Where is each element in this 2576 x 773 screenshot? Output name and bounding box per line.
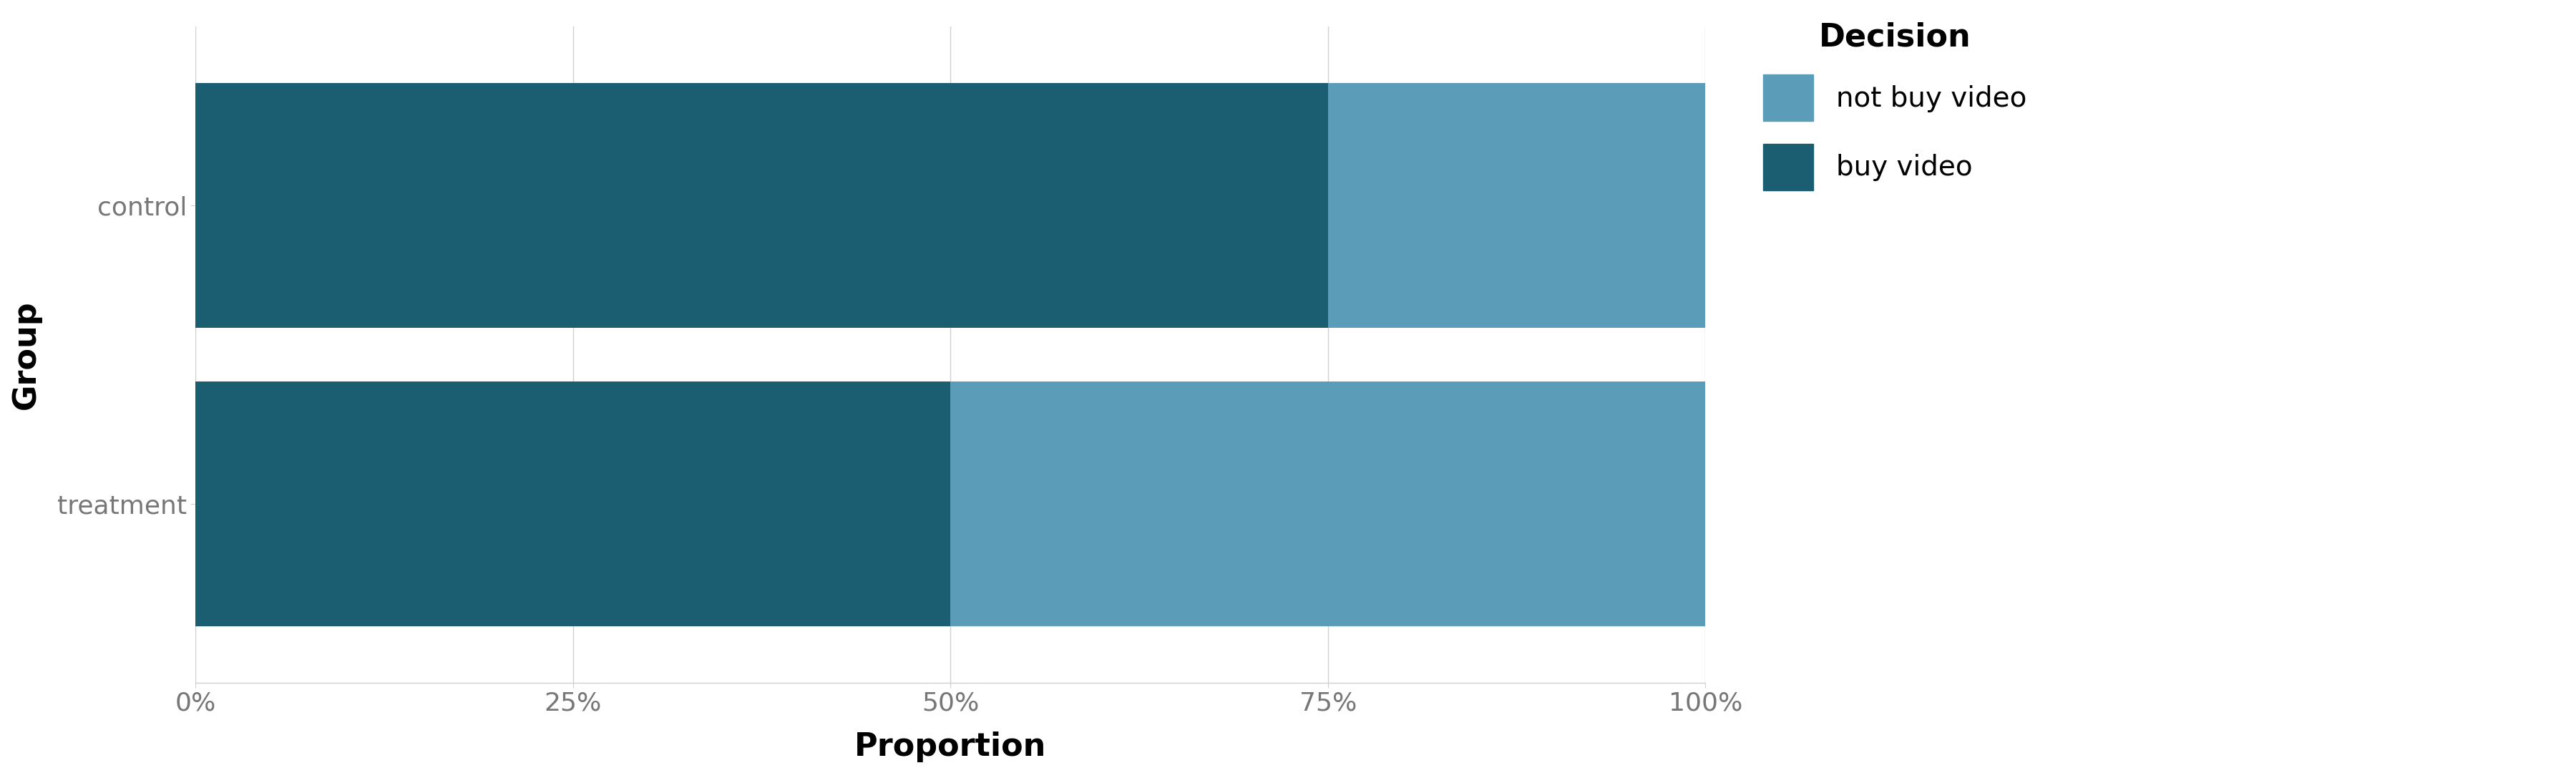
- Legend: not buy video, buy video: not buy video, buy video: [1749, 8, 2040, 204]
- X-axis label: Proportion: Proportion: [855, 731, 1046, 762]
- Bar: [196, 83, 1329, 328]
- Y-axis label: Group: Group: [10, 300, 41, 410]
- Bar: [196, 382, 951, 626]
- Bar: [1329, 83, 1705, 328]
- Bar: [951, 382, 1705, 626]
